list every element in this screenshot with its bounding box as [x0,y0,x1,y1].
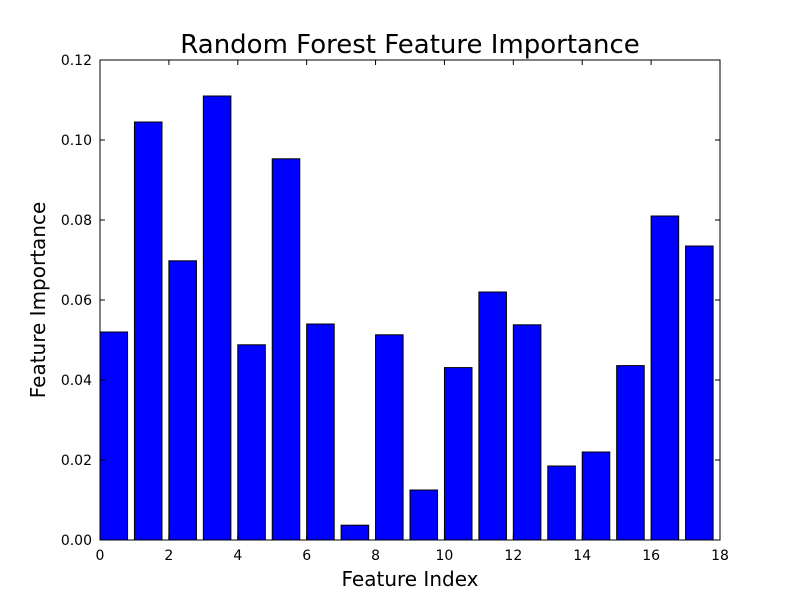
x-ticks: 0 2 4 6 8 10 12 14 16 18 [96,60,729,564]
y-axis-label: Feature Importance [26,202,50,399]
y-tick-label: 0.04 [61,373,92,389]
bar-feature-8 [375,334,404,541]
bar-feature-4 [237,344,266,541]
x-tick-label: 10 [436,548,454,564]
y-tick-label: 0.06 [61,293,92,309]
x-axis-label: Feature Index [342,567,479,591]
x-tick-label: 6 [302,548,311,564]
bar-feature-15 [616,365,645,541]
x-tick-label: 8 [371,548,380,564]
y-tick-label: 0.08 [61,213,92,229]
bar-feature-11 [478,291,507,541]
x-tick-label: 0 [96,548,105,564]
bar-feature-16 [650,215,680,541]
bar-feature-12 [512,324,542,541]
bar-feature-1 [133,121,163,541]
bar-feature-10 [443,367,473,541]
x-tick-label: 14 [573,548,591,564]
y-tick-label: 0.02 [61,453,92,469]
x-tick-label: 4 [233,548,242,564]
bars [99,95,714,541]
bar-feature-17 [685,245,714,541]
x-tick-label: 18 [711,548,729,564]
chart-title: Random Forest Feature Importance [180,30,639,60]
bar-feature-2 [168,260,197,541]
y-tick-label: 0.00 [61,533,92,549]
x-tick-label: 12 [504,548,522,564]
y-tick-label: 0.10 [61,133,92,149]
bar-feature-6 [306,323,335,541]
y-tick-label: 0.12 [61,53,92,69]
x-tick-label: 16 [642,548,660,564]
plot-frame [99,59,721,541]
x-tick-label: 2 [164,548,173,564]
bar-feature-5 [271,158,301,541]
bar-feature-0 [99,331,129,541]
bar-feature-3 [202,95,232,541]
bar-feature-13 [547,465,576,541]
bar-feature-9 [409,489,439,541]
bar-feature-14 [581,451,611,541]
bar-feature-7 [340,524,370,541]
